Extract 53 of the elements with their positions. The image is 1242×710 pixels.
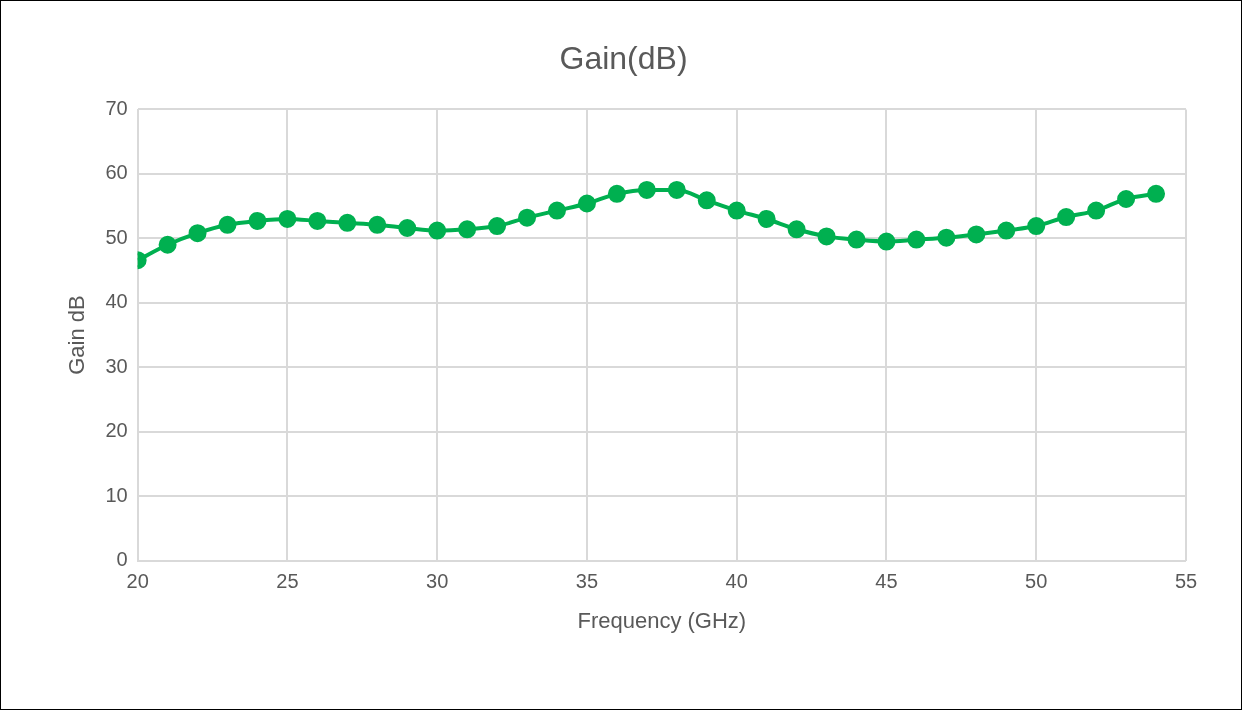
- point: [847, 230, 866, 249]
- y-tick-label: 70: [105, 96, 128, 119]
- point: [967, 225, 986, 244]
- point: [547, 201, 566, 220]
- point: [667, 180, 686, 199]
- point: [158, 235, 177, 254]
- point: [278, 209, 297, 228]
- point: [1117, 190, 1136, 208]
- point: [308, 211, 327, 230]
- y-tick-label: 40: [105, 290, 128, 313]
- y-tick-label: 0: [116, 548, 128, 571]
- x-tick-label: 45: [875, 570, 898, 593]
- point: [787, 220, 806, 239]
- x-tick-label: 35: [575, 570, 599, 593]
- point: [937, 228, 956, 247]
- point: [428, 221, 447, 240]
- point: [577, 194, 596, 213]
- point: [248, 211, 267, 230]
- y-tick-label: 10: [105, 483, 128, 506]
- point: [637, 180, 656, 199]
- y-tick-label: 20: [105, 419, 128, 442]
- point: [1147, 184, 1166, 203]
- x-tick-label: 40: [725, 570, 748, 593]
- y-tick-label: 50: [105, 225, 128, 248]
- point: [1027, 217, 1046, 236]
- y-axis-title: Gain dB: [64, 295, 90, 375]
- y-tick-label: 60: [105, 161, 128, 184]
- point: [398, 219, 417, 237]
- point: [368, 215, 387, 234]
- x-tick-label: 50: [1025, 570, 1048, 593]
- point: [1087, 201, 1106, 220]
- point: [488, 217, 507, 236]
- point: [877, 232, 896, 251]
- point: [817, 227, 836, 246]
- point: [997, 221, 1016, 240]
- x-tick-label: 30: [426, 570, 449, 593]
- y-tick-label: 30: [105, 354, 128, 377]
- point: [607, 184, 626, 203]
- point: [518, 208, 537, 227]
- point: [1057, 208, 1076, 227]
- x-tick-label: 20: [126, 570, 149, 593]
- point: [727, 201, 746, 220]
- point: [188, 224, 207, 243]
- x-tick-label: 25: [276, 570, 299, 593]
- point: [907, 230, 926, 249]
- x-tick-label: 55: [1174, 570, 1198, 593]
- point: [458, 220, 477, 239]
- x-axis-title: Frequency (GHz): [577, 607, 747, 633]
- point: [218, 215, 237, 234]
- point: [757, 209, 776, 228]
- point: [338, 213, 357, 232]
- point: [697, 191, 716, 210]
- chart-title: Gain(dB): [559, 40, 688, 77]
